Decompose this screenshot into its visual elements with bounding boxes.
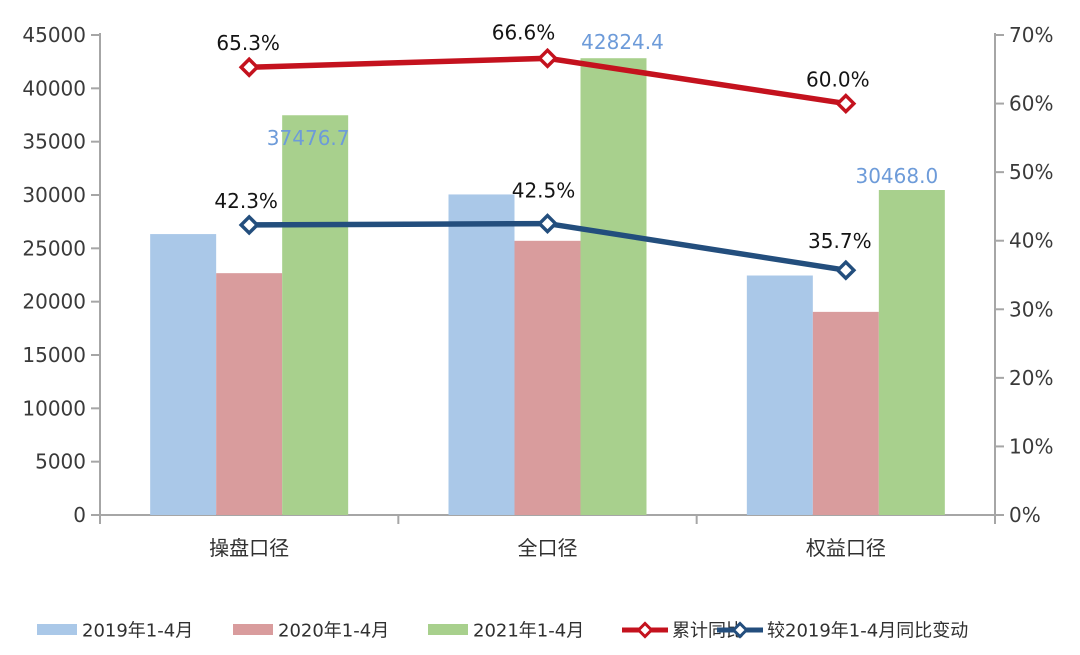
right-axis-tick-label: 50% xyxy=(1009,160,1053,184)
left-axis-tick-label: 20000 xyxy=(22,290,86,314)
line-marker-s0-c2 xyxy=(835,93,857,115)
line-value-label: 66.6% xyxy=(492,20,556,44)
left-axis-tick-label: 45000 xyxy=(22,23,86,47)
legend-line-marker-4 xyxy=(731,621,749,639)
bar-value-label: 42824.4 xyxy=(581,30,664,54)
left-axis-tick-label: 10000 xyxy=(22,396,86,420)
legend-label-1: 2020年1-4月 xyxy=(278,621,389,642)
x-category-label: 全口径 xyxy=(518,536,578,560)
line-marker-s1-c2 xyxy=(835,259,857,281)
bar-s0-c2 xyxy=(746,275,813,515)
legend-swatch-2 xyxy=(428,624,468,635)
bar-s2-c2 xyxy=(878,190,945,515)
legend-swatch-0 xyxy=(37,624,77,635)
bar-s0-c1 xyxy=(448,194,515,516)
right-axis-tick-label: 30% xyxy=(1009,297,1053,321)
right-axis-tick-label: 60% xyxy=(1009,92,1053,116)
bar-s2-c1 xyxy=(580,58,647,516)
line-marker-s0-c0 xyxy=(238,56,260,78)
right-axis-tick-label: 70% xyxy=(1009,23,1053,47)
line-value-label: 65.3% xyxy=(216,31,280,55)
line-value-label: 42.5% xyxy=(512,179,576,203)
bar-value-label: 37476.7 xyxy=(267,126,350,150)
right-axis-tick-label: 40% xyxy=(1009,229,1053,253)
legend-label-4: 较2019年1-4月同比变动 xyxy=(767,621,968,642)
left-axis-tick-label: 25000 xyxy=(22,236,86,260)
bar-s1-c1 xyxy=(514,240,581,515)
line-marker-s0-c1 xyxy=(537,47,558,69)
line-marker-s1-c1 xyxy=(537,213,558,235)
legend-swatch-1 xyxy=(233,624,273,635)
left-axis-tick-label: 15000 xyxy=(22,343,86,367)
legend-line-marker-3 xyxy=(636,621,654,639)
left-axis-tick-label: 5000 xyxy=(35,450,86,474)
bar-s2-c0 xyxy=(282,115,349,515)
left-axis-tick-label: 30000 xyxy=(22,183,86,207)
x-category-label: 权益口径 xyxy=(806,536,886,560)
legend-label-0: 2019年1-4月 xyxy=(82,621,193,642)
line-value-label: 60.0% xyxy=(806,68,870,92)
line-value-label: 35.7% xyxy=(808,229,872,253)
left-axis-tick-label: 0 xyxy=(73,503,86,527)
left-axis-tick-label: 40000 xyxy=(22,76,86,100)
left-axis-tick-label: 35000 xyxy=(22,130,86,154)
right-axis-tick-label: 0% xyxy=(1009,503,1041,527)
bar-value-label: 30468.0 xyxy=(855,164,938,188)
bar-s1-c2 xyxy=(812,311,879,515)
x-category-label: 操盘口径 xyxy=(209,536,289,560)
right-axis-tick-label: 10% xyxy=(1009,434,1053,458)
legend-label-2: 2021年1-4月 xyxy=(473,621,584,642)
line-value-label: 42.3% xyxy=(214,189,278,213)
bar-s0-c0 xyxy=(150,234,217,515)
right-axis-tick-label: 20% xyxy=(1009,366,1053,390)
bar-s1-c0 xyxy=(216,273,283,515)
line-marker-s1-c0 xyxy=(238,214,260,236)
legend-label-3: 累计同比 xyxy=(672,621,744,642)
